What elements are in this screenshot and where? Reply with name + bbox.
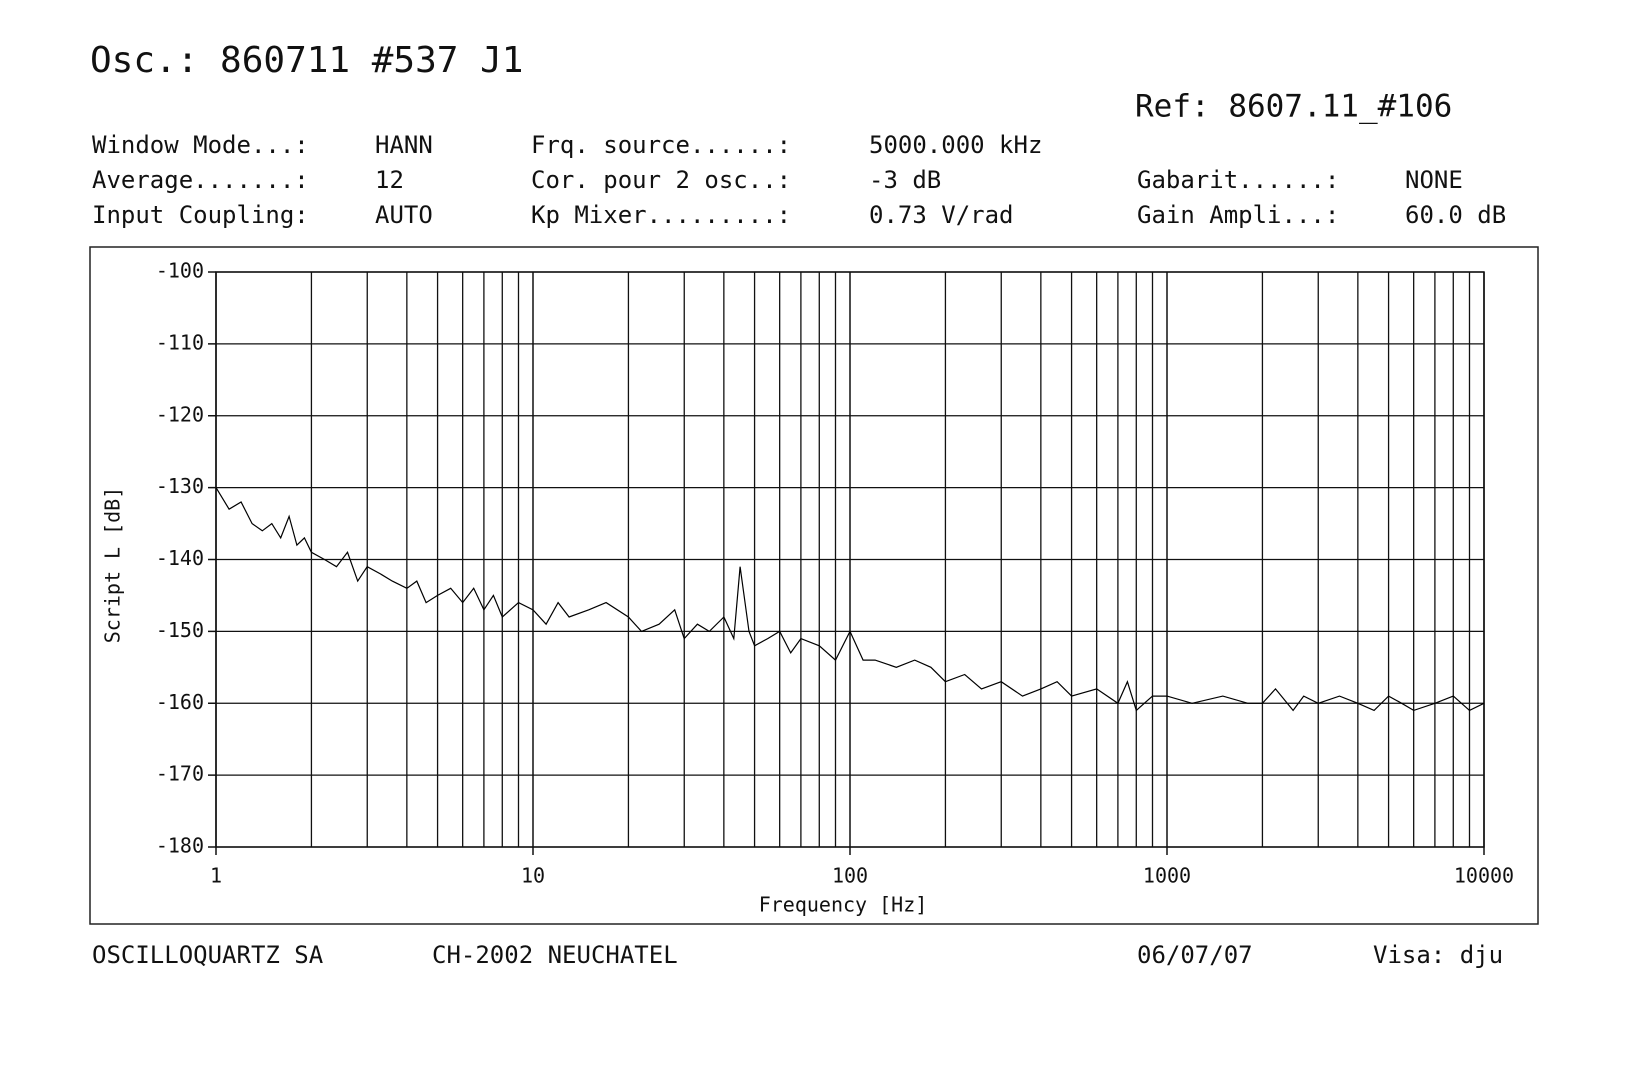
param-value: -3 dB bbox=[869, 166, 941, 194]
param-value: 0.73 V/rad bbox=[869, 201, 1014, 229]
y-tick-label: -150 bbox=[156, 618, 204, 642]
y-tick-label: -180 bbox=[156, 834, 204, 858]
footer-company: OSCILLOQUARTZ SA bbox=[92, 941, 324, 969]
param-value: 60.0 dB bbox=[1405, 201, 1506, 229]
y-tick-label: -120 bbox=[156, 402, 204, 426]
footer-address: CH-2002 NEUCHATEL bbox=[432, 941, 678, 969]
param-value: AUTO bbox=[375, 201, 433, 229]
footer-date: 06/07/07 bbox=[1137, 941, 1253, 969]
plot-area bbox=[215, 271, 1485, 848]
param-label: Gain Ampli...: bbox=[1137, 201, 1339, 229]
ref: Ref: 8607.11_#106 bbox=[1135, 89, 1452, 125]
param-label: Window Mode...: bbox=[92, 131, 309, 159]
param-value: 12 bbox=[375, 166, 404, 194]
param-label: Kp Mixer.........: bbox=[531, 201, 791, 229]
y-tick-label: -160 bbox=[156, 690, 204, 714]
frame bbox=[89, 246, 1539, 925]
param-value: 5000.000 kHz bbox=[869, 131, 1042, 159]
y-tick-label: -110 bbox=[156, 330, 204, 354]
y-tick-label: -140 bbox=[156, 546, 204, 570]
x-axis-label: Frequency [Hz] bbox=[759, 893, 928, 917]
x-tick-label: 100 bbox=[832, 864, 868, 888]
x-tick-label: 10000 bbox=[1454, 864, 1514, 888]
y-tick-label: -170 bbox=[156, 762, 204, 786]
param-label: Average.......: bbox=[92, 166, 309, 194]
x-tick-label: 10 bbox=[521, 864, 545, 888]
param-label: Cor. pour 2 osc..: bbox=[531, 166, 791, 194]
x-tick-label: 1000 bbox=[1143, 864, 1191, 888]
y-tick-label: -130 bbox=[156, 474, 204, 498]
y-axis-label: Script L [dB] bbox=[101, 487, 125, 644]
param-label: Gabarit......: bbox=[1137, 166, 1339, 194]
footer-visa: Visa: dju bbox=[1373, 941, 1503, 969]
params: Window Mode...: HANN Frq. source......: 500… bbox=[92, 131, 1506, 229]
param-value: HANN bbox=[375, 131, 433, 159]
param-label: Input Coupling: bbox=[92, 201, 309, 229]
series-line bbox=[215, 487, 1485, 712]
chart-title: Osc.: 860711 #537 J1 bbox=[90, 40, 523, 81]
param-label: Frq. source......: bbox=[531, 131, 791, 159]
x-tick-label: 1 bbox=[210, 864, 222, 888]
param-value: NONE bbox=[1405, 166, 1463, 194]
y-tick-label: -100 bbox=[156, 259, 204, 283]
